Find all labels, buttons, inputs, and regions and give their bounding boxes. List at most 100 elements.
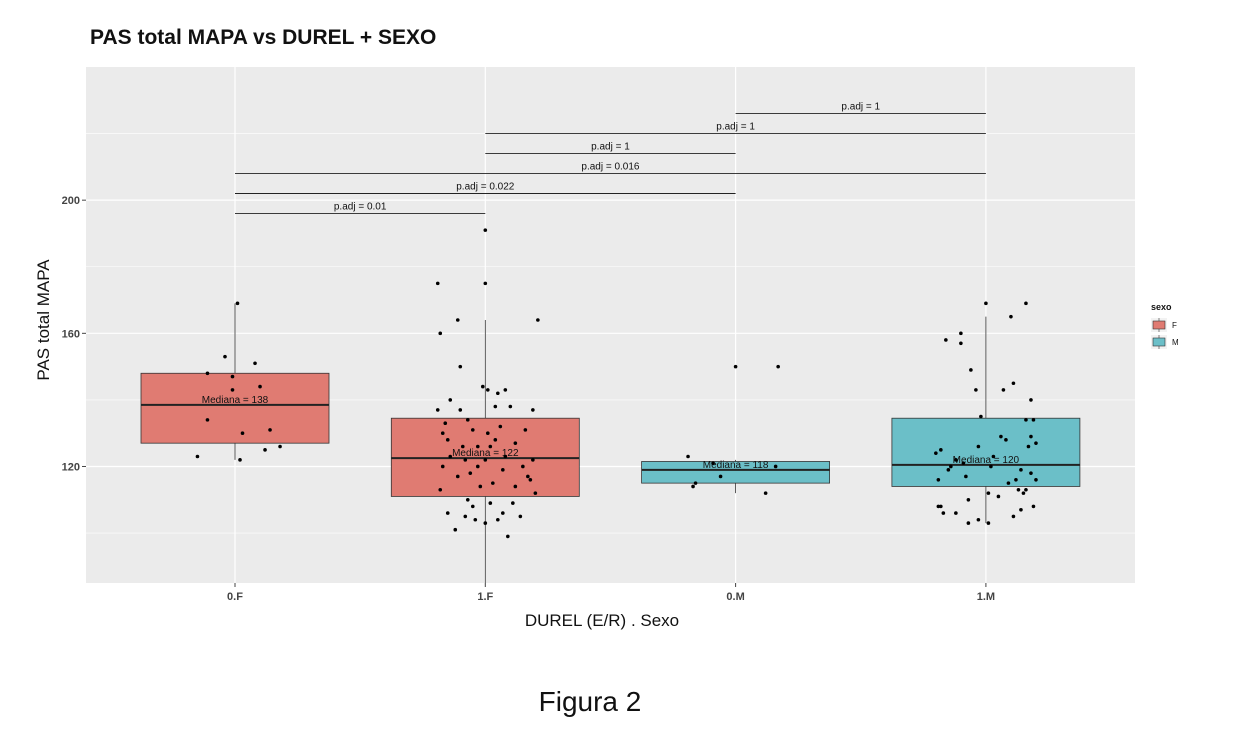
data-point [195,454,200,459]
data-point [488,501,493,505]
data-point [448,398,453,402]
data-point [503,388,508,392]
data-point [278,444,282,449]
data-point [230,388,235,392]
data-point [440,464,445,469]
data-point [733,364,738,369]
data-point [1024,418,1028,422]
data-point [528,478,533,482]
legend: sexo FM [1151,302,1179,349]
data-point [268,428,272,432]
data-point [475,444,480,449]
data-point [445,511,450,515]
data-point [258,384,262,389]
median-label: Mediana = 118 [703,460,769,471]
data-point [480,384,485,389]
data-point [465,497,470,502]
x-tick-label: 0.M [726,591,744,603]
data-point [493,438,498,442]
comparison-label: p.adj = 0.022 [456,182,515,193]
y-tick-label: 200 [62,195,80,207]
data-point [776,364,780,369]
data-point [691,484,695,489]
plot-panel [86,67,1135,583]
data-point [438,487,443,492]
data-point [253,361,257,366]
data-point [1034,441,1038,445]
data-point [435,408,440,412]
data-point [526,474,530,479]
data-point [718,474,723,479]
data-point [936,478,941,482]
data-point [488,444,493,449]
data-point [445,438,450,442]
data-point [974,388,978,392]
data-point [493,404,498,409]
data-point [1001,388,1006,392]
chart-title: PAS total MAPA vs DUREL + SEXO [90,26,437,49]
data-point [518,514,523,519]
box-0.F [140,372,330,444]
x-tick-label: 1.F [477,591,493,603]
data-point [465,418,470,422]
data-point [1019,468,1023,472]
data-point [470,504,475,509]
data-point [961,461,966,465]
data-point [440,431,445,435]
data-point [506,534,510,539]
data-point [686,454,690,459]
figure-caption: Figura 2 [538,686,642,717]
data-point [763,491,768,495]
data-point [939,504,943,509]
axes: 120 160 200 0.F 1.F 0.M 1.M [62,195,995,603]
data-point [463,458,468,462]
data-point [223,354,227,359]
data-point [711,461,715,465]
data-point [523,428,528,432]
data-point [235,301,240,306]
data-point [949,464,953,469]
comparison-label: p.adj = 0.016 [581,162,640,173]
data-point [240,431,245,435]
data-point [1011,381,1016,386]
data-point [1029,398,1033,402]
data-point [1006,481,1011,485]
comparison-label: p.adj = 1 [841,102,880,113]
data-point [979,414,983,419]
data-point [496,391,500,396]
data-point [1034,478,1038,482]
median-label: Mediana = 120 [953,455,1020,466]
data-point [984,301,988,306]
data-point [501,468,505,472]
data-point [483,521,488,525]
data-point [959,331,963,336]
data-point [491,481,495,485]
box-0.M [641,461,830,484]
data-point [773,464,778,469]
data-point [498,424,503,429]
data-point [536,318,540,322]
box-1.M [891,417,1081,487]
median-label: Mediana = 122 [452,448,519,459]
data-point [1029,434,1033,439]
data-point [1014,478,1018,482]
data-point [438,331,443,336]
boxplot-chart: p.adj = 0.01 p.adj = 0.022 p.adj = 0.016 p.… [34,67,1179,630]
legend-title: sexo [1151,302,1172,312]
data-point [443,421,448,426]
data-point [511,501,515,505]
data-point [483,281,488,286]
legend-key-F [1152,320,1166,330]
legend-label: F [1172,321,1177,330]
y-tick-label: 160 [62,328,80,340]
data-point [1024,487,1028,492]
data-point [483,458,488,462]
data-point [486,431,490,435]
data-point [468,471,473,475]
comparison-label: p.adj = 1 [591,142,630,153]
data-point [976,517,981,522]
data-point [531,458,535,462]
data-point [463,514,468,519]
data-point [455,474,460,479]
data-point [501,511,505,515]
